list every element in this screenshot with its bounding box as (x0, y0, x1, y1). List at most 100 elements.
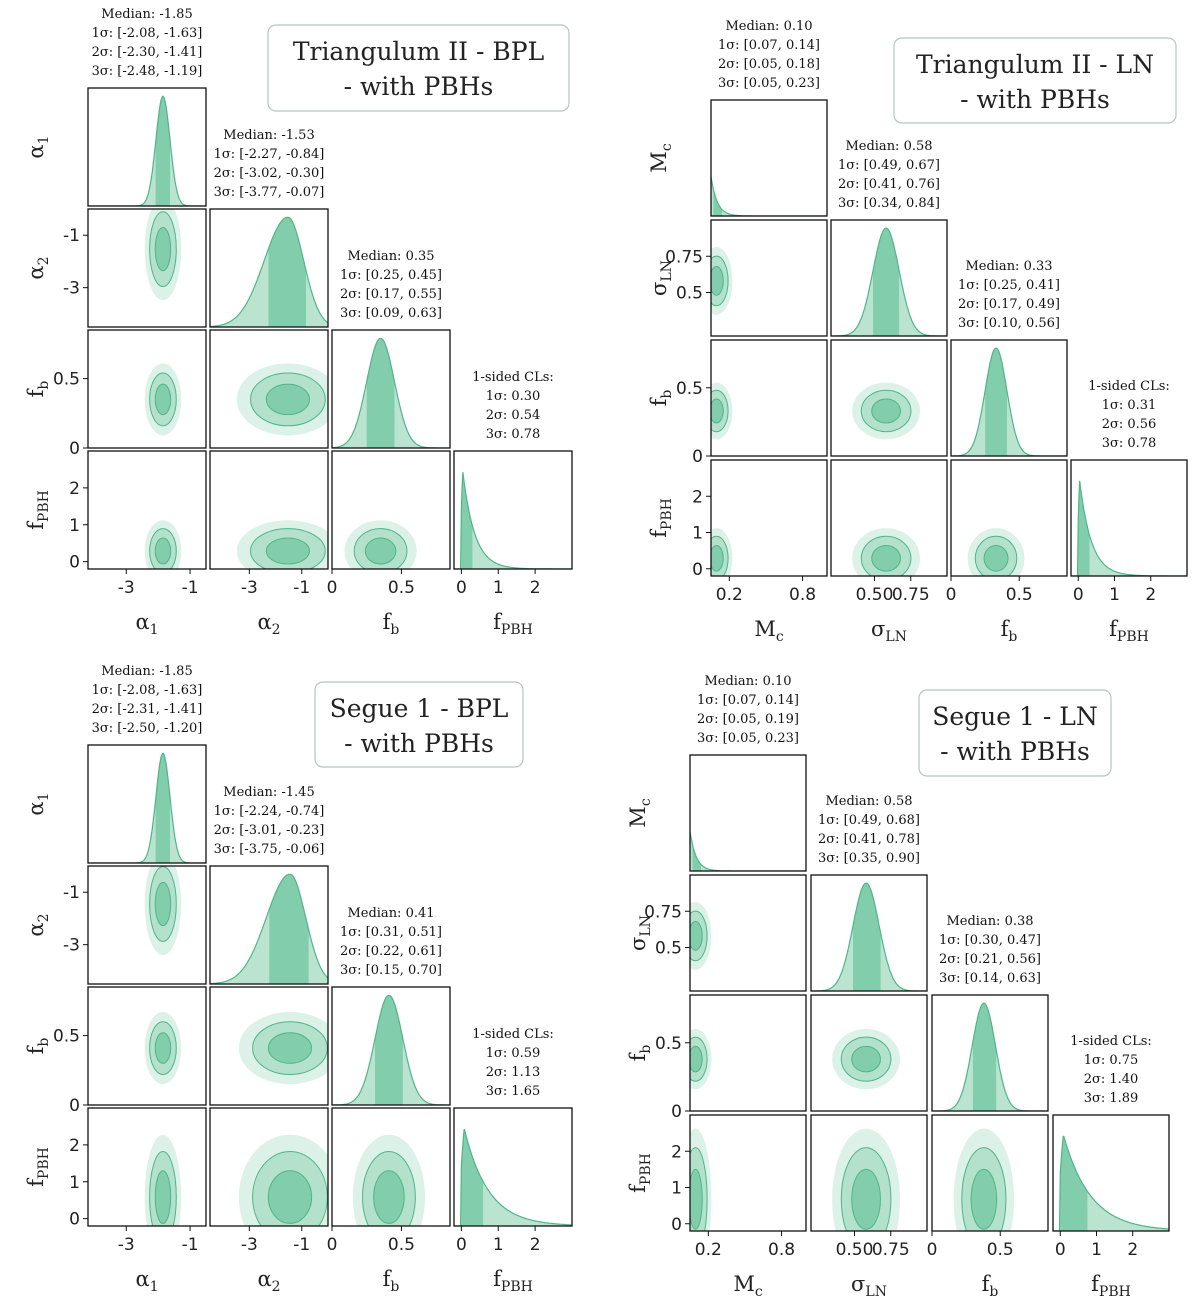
panel-content (711, 246, 733, 315)
stat-line: 2σ: [-2.31, -1.41] (92, 702, 203, 717)
panel-content (690, 1128, 712, 1231)
y-axis-label: α2 (24, 256, 52, 279)
stat-line: 1σ: [0.07, 0.14] (697, 693, 799, 708)
plot-title: Segue 1 - BPL (330, 694, 509, 723)
stat-line: Median: -1.85 (101, 664, 192, 679)
y-axis-label: Mc (626, 798, 654, 828)
x-axis-label: fb (383, 610, 400, 638)
stat-line: 1σ: 0.31 (1102, 398, 1157, 413)
stat-line: 1-sided CLs: (472, 370, 554, 385)
stat-line: 2σ: [0.21, 0.56] (939, 952, 1041, 967)
panel-frame (689, 1114, 807, 1232)
panel-frame (87, 329, 207, 449)
contour-panel: 0.50 (655, 994, 807, 1122)
plot-title: - with PBHs (344, 729, 494, 758)
panel-content (831, 227, 947, 336)
panel-frame (1070, 459, 1188, 577)
marginal-curve (88, 752, 206, 863)
panel-content (711, 176, 827, 216)
contour-level-1 (711, 398, 724, 424)
contour-level-1 (970, 1168, 998, 1230)
x-tick-label: 0.50 (856, 585, 894, 605)
x-axis-label: fPBH (493, 610, 533, 638)
stat-line: 1σ: [0.25, 0.41] (958, 278, 1060, 293)
panel-frame (87, 208, 207, 328)
contour-panel: 2 1 0 -3 -1 α1 (69, 450, 207, 638)
stat-line: 2σ: [-3.01, -0.23] (214, 823, 325, 838)
panel-content (144, 1134, 182, 1226)
panel-content (953, 1128, 1015, 1231)
contour-panel: 0 0.5 fb (946, 459, 1068, 645)
contour-panel: -3 -1 α2 (209, 450, 329, 638)
x-tick-label: -1 (182, 578, 199, 598)
stat-line: 3σ: [0.05, 0.23] (697, 731, 799, 746)
y-axis-label: α1 (24, 792, 52, 815)
panel-frame (87, 87, 207, 207)
x-tick-label: 2 (1145, 585, 1156, 605)
stat-line: 3σ: [-3.75, -0.06] (214, 842, 325, 857)
contour-level-1 (265, 383, 311, 416)
y-axis-label: fPBH (24, 490, 52, 530)
marginal-panel: Median: -1.85 1σ: [-2.08, -1.63] 2σ: [-2.3… (87, 7, 207, 207)
stat-line: 3σ: 0.78 (1102, 436, 1157, 451)
contour-panel: 0.50 (53, 329, 207, 459)
stat-line: 3σ: [0.34, 0.84] (838, 196, 940, 211)
panel-frame (453, 450, 573, 570)
x-axis-label: α1 (135, 1267, 158, 1295)
y-tick-label: -1 (63, 226, 80, 246)
marginal-panel: 1-sided CLs: 1σ: 0.75 2σ: 1.40 3σ: 1.89 0 1 2 f… (1052, 1034, 1170, 1300)
title-box (918, 689, 1112, 777)
stat-line: 3σ: [-3.77, -0.07] (214, 185, 325, 200)
x-tick-label: 0 (927, 1240, 938, 1260)
marginal-1sigma-band (155, 96, 170, 206)
panel-frame (810, 1114, 928, 1232)
stat-line: 3σ: [0.35, 0.90] (818, 851, 920, 866)
x-tick-label: -3 (241, 1235, 258, 1255)
panel-content (144, 209, 182, 301)
stat-line: 1-sided CLs: (1088, 379, 1170, 394)
x-tick-label: 0.75 (892, 585, 930, 605)
stat-line: 1-sided CLs: (1070, 1034, 1152, 1049)
stat-line: 3σ: [0.15, 0.70] (340, 963, 442, 978)
panel-frame (209, 450, 329, 570)
panel-content (690, 831, 806, 871)
panel-frame (710, 459, 828, 577)
panel-frame (87, 986, 207, 1106)
y-tick-label: 0.75 (644, 902, 682, 922)
contour-panel: 0.75 0.5 (665, 219, 828, 337)
contour-level-1 (154, 383, 172, 416)
contour-panel: 2 1 0 0.2 0.8Mc (671, 1114, 807, 1300)
x-tick-label: 0.50 (836, 1240, 874, 1260)
x-tick-label: 0.8 (789, 585, 816, 605)
panel-content (711, 528, 733, 576)
panel-frame (950, 459, 1068, 577)
marginal-curve (831, 227, 947, 336)
x-tick-label: 0.8 (768, 1240, 795, 1260)
contour-level-1 (154, 537, 172, 565)
panel-frame (931, 994, 1049, 1112)
x-tick-label: 2 (1127, 1240, 1138, 1260)
marginal-panel: Median: 0.35 1σ: [0.25, 0.45] 2σ: [0.17, 0… (331, 249, 451, 449)
marginal-1sigma-band (1060, 1135, 1088, 1231)
marginal-area (88, 96, 206, 206)
marginal-panel: Median: 0.38 1σ: [0.30, 0.47] 2σ: [0.21, 0… (931, 914, 1049, 1112)
stat-line: 2σ: [0.05, 0.18] (718, 57, 820, 72)
stat-line: 3σ: [-2.50, -1.20] (92, 721, 203, 736)
x-axis-label: fb (982, 1272, 999, 1300)
contour-level-1 (690, 921, 703, 951)
stat-line: 2σ: [-3.02, -0.30] (214, 166, 325, 181)
stat-line: 2σ: [0.17, 0.49] (958, 297, 1060, 312)
y-tick-label: -1 (63, 883, 80, 903)
contour-level-1 (871, 545, 901, 572)
panel-frame (1052, 1114, 1170, 1232)
y-axis-label: σLN (647, 260, 675, 296)
panel-frame (209, 986, 329, 1106)
stat-line: 2σ: [0.17, 0.55] (340, 287, 442, 302)
x-axis-label: fb (383, 1267, 400, 1295)
y-tick-label: 1 (671, 1179, 682, 1199)
title-box (314, 681, 524, 768)
stat-line: 1σ: [-2.24, -0.74] (214, 804, 325, 819)
x-tick-label: 0 (327, 1235, 338, 1255)
panel-content (210, 873, 328, 984)
